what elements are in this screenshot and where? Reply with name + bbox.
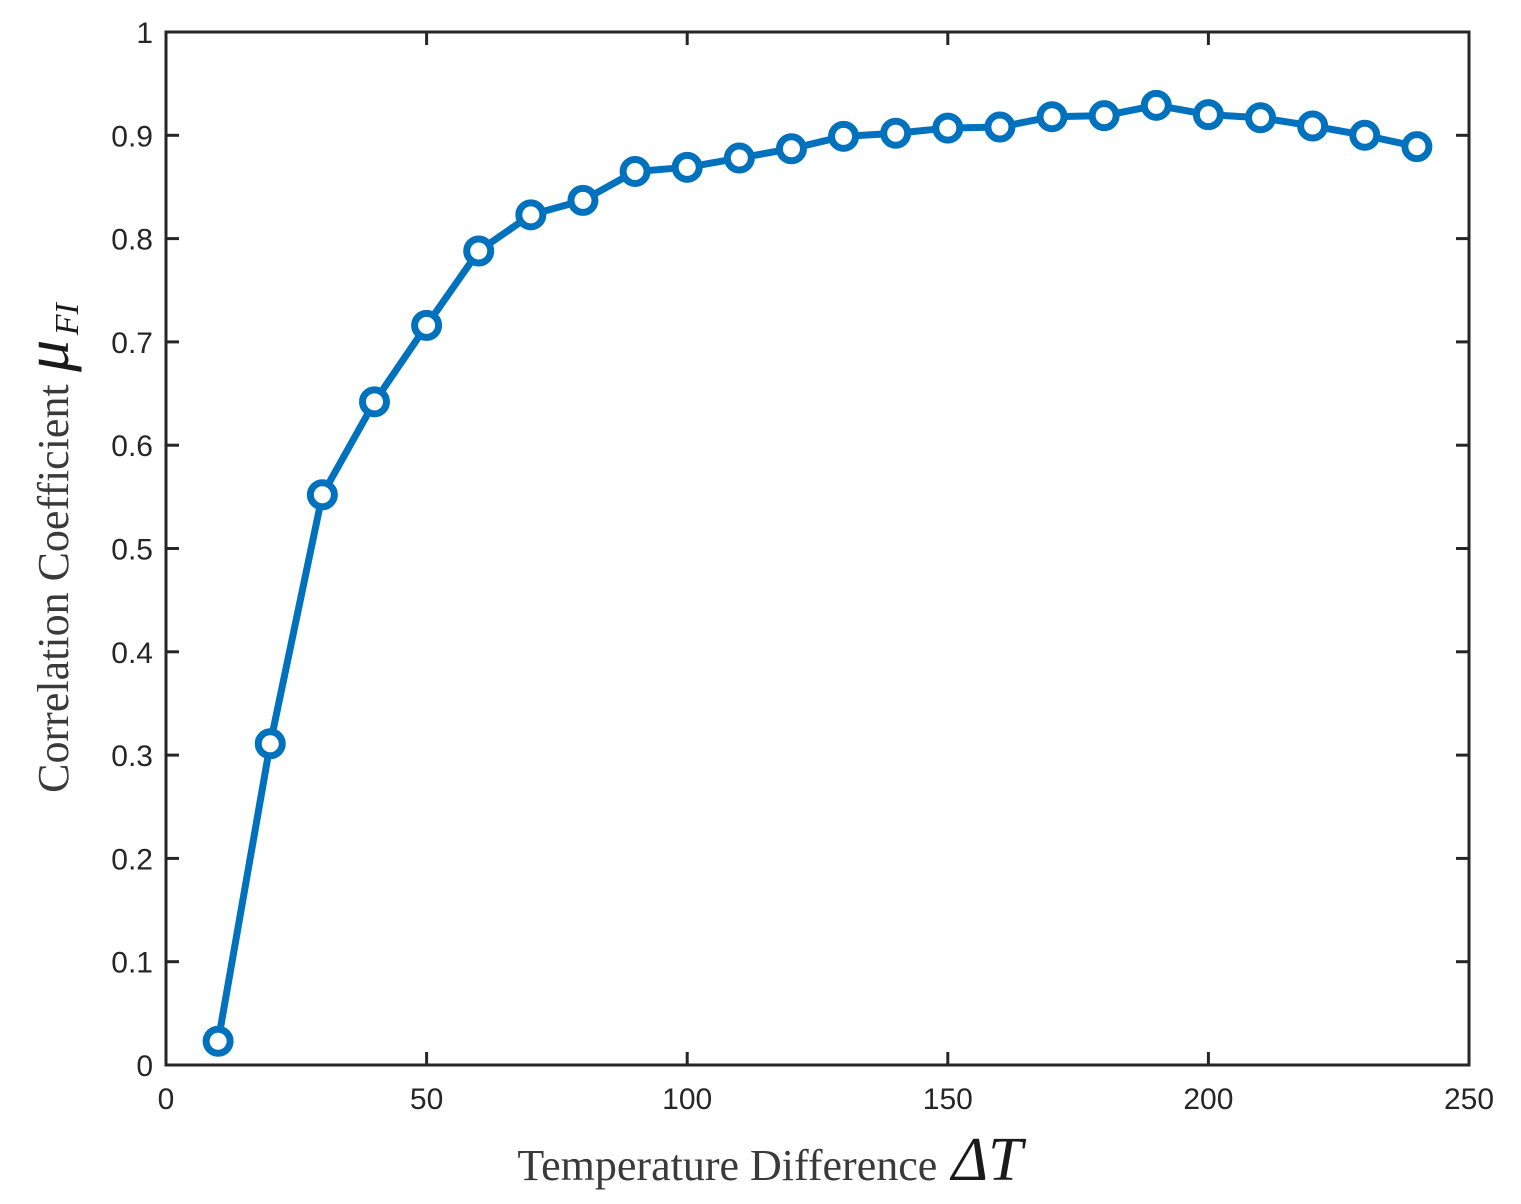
data-point <box>1088 100 1120 132</box>
data-point <box>775 133 807 165</box>
y-tick-label: 0.2 <box>111 843 153 876</box>
data-point <box>202 1025 234 1057</box>
data-point <box>254 728 286 760</box>
x-tick-label: 200 <box>1183 1083 1233 1116</box>
series-layer <box>202 89 1433 1057</box>
y-tick-label: 1 <box>136 17 153 50</box>
x-axis-ticks: 0 50 100 150 200 250 <box>158 32 1494 1116</box>
y-axis-title: Correlation Coefficient μ FI <box>11 302 86 793</box>
y-tick-label: 0.8 <box>111 224 153 257</box>
y-tick-label: 0.6 <box>111 430 153 463</box>
y-tick-label: 0.9 <box>111 120 153 153</box>
x-tick-label: 250 <box>1444 1083 1494 1116</box>
x-tick-label: 0 <box>158 1083 175 1116</box>
y-tick-label: 0.3 <box>111 740 153 773</box>
x-axis-label: Temperature Difference <box>517 1141 937 1190</box>
data-point <box>1245 102 1277 134</box>
data-point <box>1297 110 1329 142</box>
data-point <box>1192 99 1224 131</box>
axes-frame <box>164 30 1471 1067</box>
data-point <box>984 111 1016 143</box>
data-point <box>1036 101 1068 133</box>
data-point <box>671 151 703 183</box>
data-point <box>1401 131 1433 163</box>
y-tick-label: 0 <box>136 1050 153 1083</box>
data-point <box>411 309 443 341</box>
data-point <box>619 155 651 187</box>
data-point <box>1140 89 1172 121</box>
y-tick-label: 0.4 <box>111 637 153 670</box>
data-point <box>567 184 599 216</box>
y-axis-label: Correlation Coefficient <box>29 384 78 793</box>
x-axis-title: Temperature Difference ΔT <box>517 1126 1027 1194</box>
y-axis-ticks: 0 0.1 0.2 0.3 0.4 0.5 0.6 0.7 0.8 0.9 1 <box>111 17 1469 1083</box>
data-point <box>880 117 912 149</box>
data-point <box>358 386 390 418</box>
x-tick-label: 50 <box>410 1083 443 1116</box>
x-axis-symbol: ΔT <box>949 1126 1027 1194</box>
y-tick-label: 0.5 <box>111 534 153 567</box>
data-point <box>932 112 964 144</box>
data-point <box>515 199 547 231</box>
y-axis-symbol-subscript: FI <box>49 302 86 337</box>
data-point <box>723 142 755 174</box>
y-axis-symbol: μ <box>11 340 82 373</box>
y-tick-label: 0.1 <box>111 947 153 980</box>
data-point <box>828 120 860 152</box>
data-point <box>1349 119 1381 151</box>
y-tick-label: 0.7 <box>111 327 153 360</box>
x-tick-label: 100 <box>662 1083 712 1116</box>
x-tick-label: 150 <box>923 1083 973 1116</box>
data-point <box>306 479 338 511</box>
data-point <box>463 235 495 267</box>
